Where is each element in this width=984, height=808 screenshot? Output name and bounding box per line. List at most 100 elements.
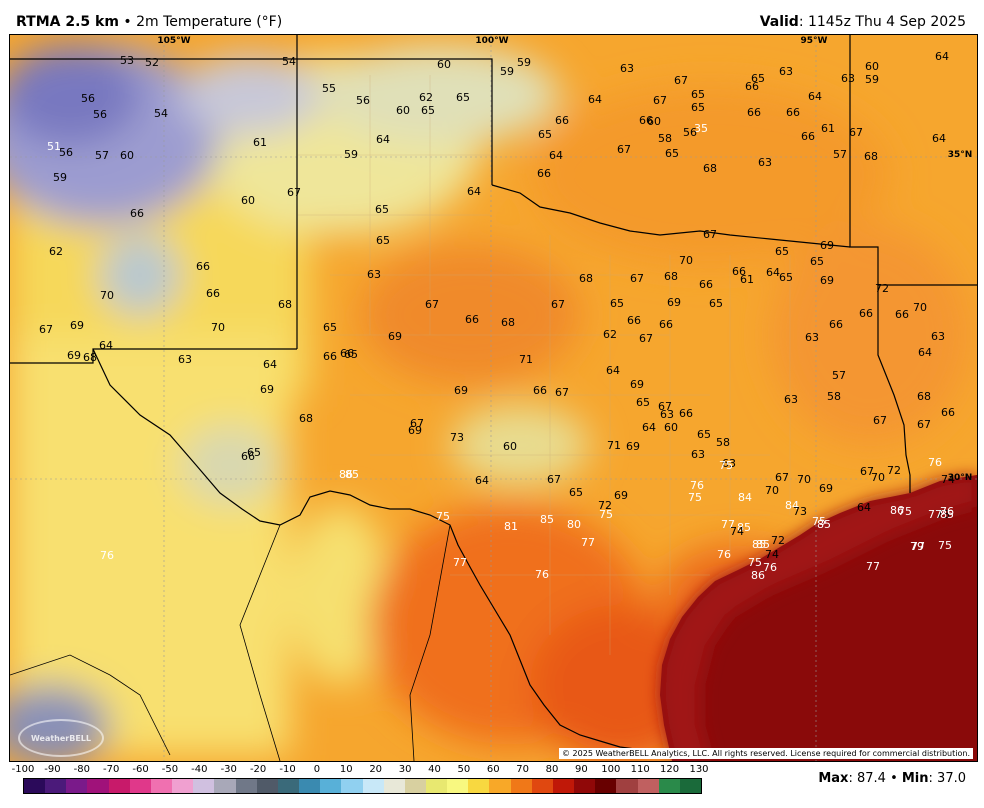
temperature-label: 71	[519, 354, 533, 366]
temperature-label: 70	[100, 290, 114, 302]
colorbar-swatch	[595, 779, 616, 793]
temperature-label: 62	[603, 329, 617, 341]
temperature-label: 64	[857, 502, 871, 514]
colorbar-swatch	[405, 779, 426, 793]
temperature-label: 70	[913, 302, 927, 314]
temperature-label: 56	[356, 95, 370, 107]
temperature-label: 66	[241, 451, 255, 463]
colorbar-tick: 0	[314, 764, 320, 775]
temperature-label: 61	[821, 123, 835, 135]
colorbar-swatch	[659, 779, 680, 793]
colorbar-swatch	[24, 779, 45, 793]
temperature-label: 66	[130, 208, 144, 220]
temperature-label: 60	[396, 105, 410, 117]
temperature-label: 73	[450, 432, 464, 444]
temperature-label: 75	[812, 516, 826, 528]
temperature-label: 63	[691, 449, 705, 461]
temperature-label: 59	[517, 57, 531, 69]
colorbar-tick: -100	[12, 764, 35, 775]
temperature-label: 85	[345, 469, 359, 481]
colorbar-tick: -80	[74, 764, 90, 775]
min-label: Min	[902, 771, 929, 786]
coord-100w: 100°W	[475, 36, 508, 46]
temperature-label: 65	[691, 89, 705, 101]
temperature-label: 54	[154, 108, 168, 120]
temperature-label: 56	[81, 93, 95, 105]
temperature-label: 69	[260, 384, 274, 396]
weatherbell-logo: WeatherBELL	[18, 719, 104, 757]
temperature-label: 69	[820, 275, 834, 287]
temperature-label: 62	[419, 92, 433, 104]
temperature-label: 68	[83, 352, 97, 364]
min-value: : 37.0	[929, 771, 966, 786]
temperature-label: 58	[658, 133, 672, 145]
colorbar-tick: -90	[44, 764, 60, 775]
temperature-label: 60	[120, 150, 134, 162]
temperature-label: 76	[690, 480, 704, 492]
colorbar-tick: 70	[516, 764, 529, 775]
temperature-label: 72	[771, 535, 785, 547]
temperature-label: 65	[709, 298, 723, 310]
temperature-label: 72	[875, 283, 889, 295]
temperature-label: 67	[658, 401, 672, 413]
colorbar-swatch	[109, 779, 130, 793]
colorbar-swatch	[130, 779, 151, 793]
temperature-label: 69	[408, 425, 422, 437]
temperature-label: 77	[581, 537, 595, 549]
temperature-map[interactable]: 105°W 100°W 95°W 35°N 30°N 53 52 54 60 59 59 6…	[9, 34, 978, 762]
temperature-label: 68	[664, 271, 678, 283]
temperature-label: 58	[716, 437, 730, 449]
colorbar-tick: 90	[575, 764, 588, 775]
colorbar-tick: 100	[601, 764, 620, 775]
max-min-stats: Max: 87.4 • Min: 37.0	[818, 771, 966, 786]
temperature-label: 66	[465, 314, 479, 326]
temperature-label: 76	[535, 569, 549, 581]
colorbar-swatch	[468, 779, 489, 793]
temperature-label: 60	[241, 195, 255, 207]
title-separator: •	[123, 14, 131, 30]
temperature-label: 70	[679, 255, 693, 267]
temperature-label: 53	[120, 55, 134, 67]
temperature-label: 55	[322, 83, 336, 95]
colorbar-tick: -60	[132, 764, 148, 775]
temperature-label: 69	[388, 331, 402, 343]
max-value: : 87.4	[848, 771, 885, 786]
temperature-label: 65	[376, 235, 390, 247]
temperature-label: 67	[555, 387, 569, 399]
temperature-label: 54	[282, 56, 296, 68]
temperature-label: 67	[873, 415, 887, 427]
temperature-label: 68	[703, 163, 717, 175]
colorbar-swatch	[278, 779, 299, 793]
coord-95w: 95°W	[801, 36, 828, 46]
temperature-label: 74	[941, 474, 955, 486]
temperature-label: 69	[819, 483, 833, 495]
temperature-label: 67	[674, 75, 688, 87]
temperature-label: 81	[504, 521, 518, 533]
temperature-label: 63	[931, 331, 945, 343]
temperature-label: 67	[639, 333, 653, 345]
temperature-label: 75	[599, 509, 613, 521]
temperature-label: 70	[211, 322, 225, 334]
field-name: 2m Temperature (°F)	[136, 14, 282, 30]
temperature-label: 69	[630, 379, 644, 391]
temperature-label: 61	[253, 137, 267, 149]
temperature-label: 85	[752, 539, 766, 551]
temperature-label: 62	[49, 246, 63, 258]
temperature-label: 66	[537, 168, 551, 180]
temperature-label: 85	[540, 514, 554, 526]
temperature-label: 65	[810, 256, 824, 268]
temperature-label: 67	[287, 187, 301, 199]
temperature-label: 60	[865, 61, 879, 73]
temperature-label: 69	[70, 320, 84, 332]
temperature-label: 60	[503, 441, 517, 453]
temperature-label: 77	[453, 557, 467, 569]
temperature-label: 65	[636, 397, 650, 409]
colorbar-swatch	[426, 779, 447, 793]
colorbar-tick: -30	[221, 764, 237, 775]
coord-35n: 35°N	[948, 150, 973, 160]
colorbar-swatch	[489, 779, 510, 793]
colorbar-swatch	[553, 779, 574, 793]
temperature-label: 65	[610, 298, 624, 310]
temperature-label: 73	[793, 506, 807, 518]
temperature-label: 64	[99, 340, 113, 352]
